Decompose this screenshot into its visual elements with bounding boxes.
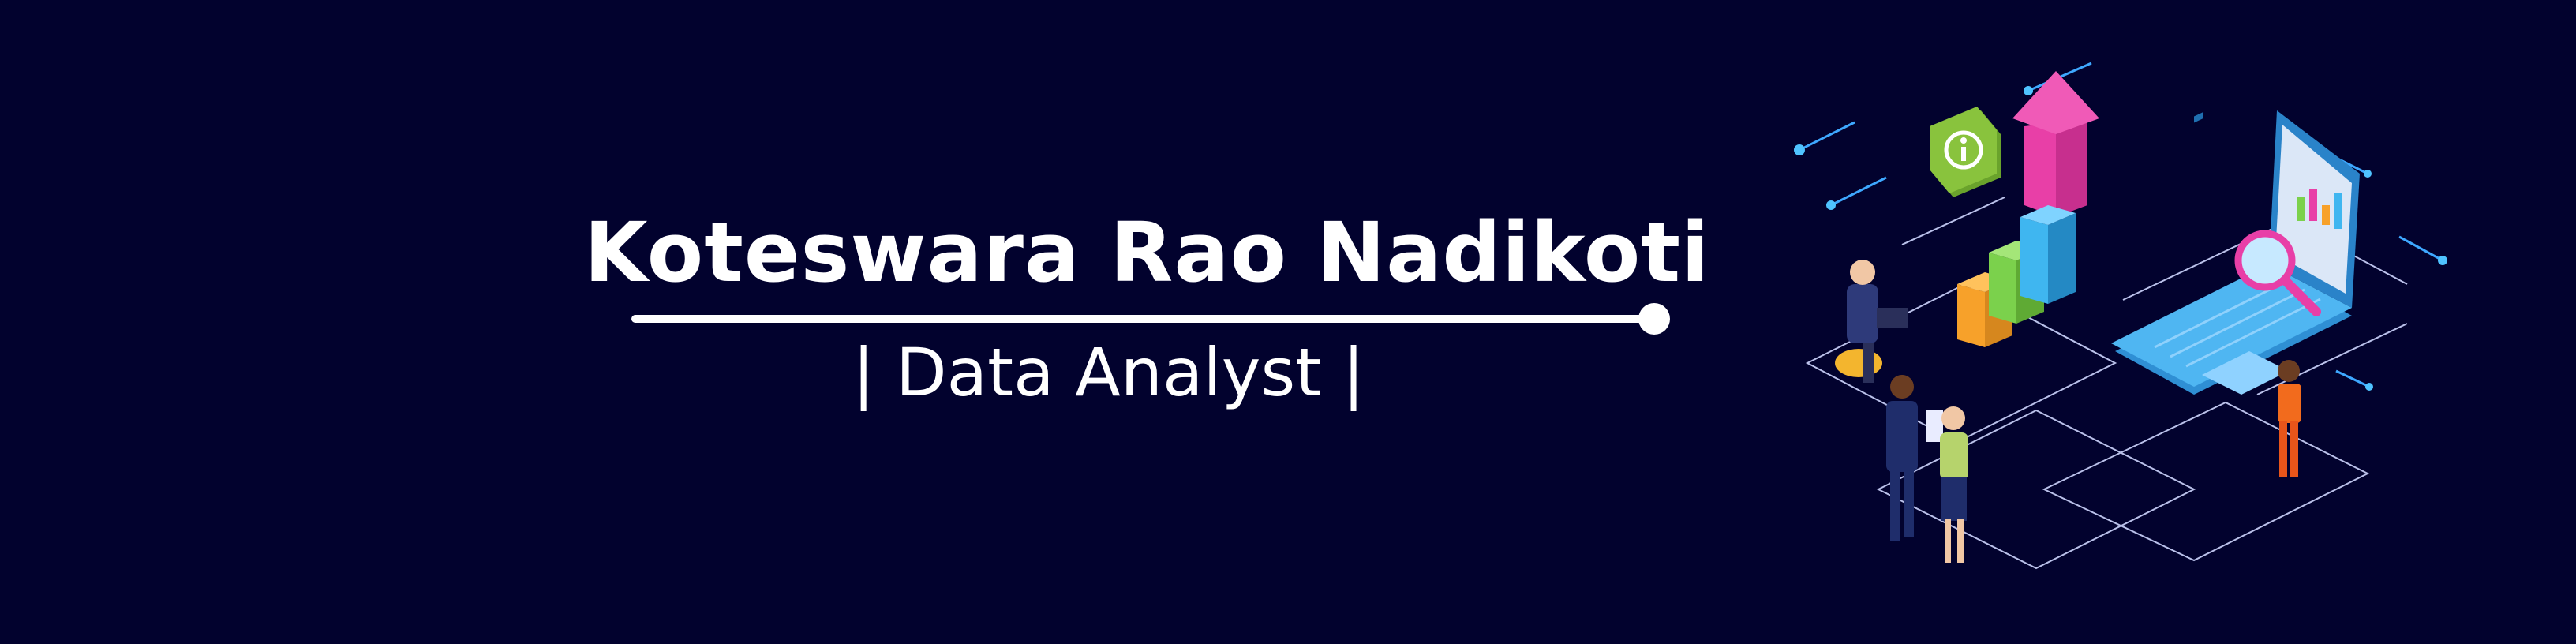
title-underline — [631, 315, 1657, 323]
growth-arrow-icon — [2012, 71, 2099, 217]
bar-chart-icon — [1957, 205, 2076, 347]
person-sitting — [1835, 260, 1908, 383]
person-woman-green — [1940, 406, 1968, 563]
profile-name: Koteswara Rao Nadikoti — [584, 204, 1710, 301]
info-icon — [1930, 107, 2001, 197]
screen-chart-bars — [2297, 189, 2342, 229]
data-analytics-illustration — [1794, 62, 2447, 570]
profile-role: | Data Analyst | — [852, 334, 1365, 411]
person-woman-orange — [2278, 360, 2301, 477]
magnifier-icon — [2234, 230, 2321, 316]
laptop-icon — [2111, 110, 2360, 395]
person-man-suit — [1886, 375, 1943, 541]
underline-end-dot — [1638, 303, 1670, 335]
